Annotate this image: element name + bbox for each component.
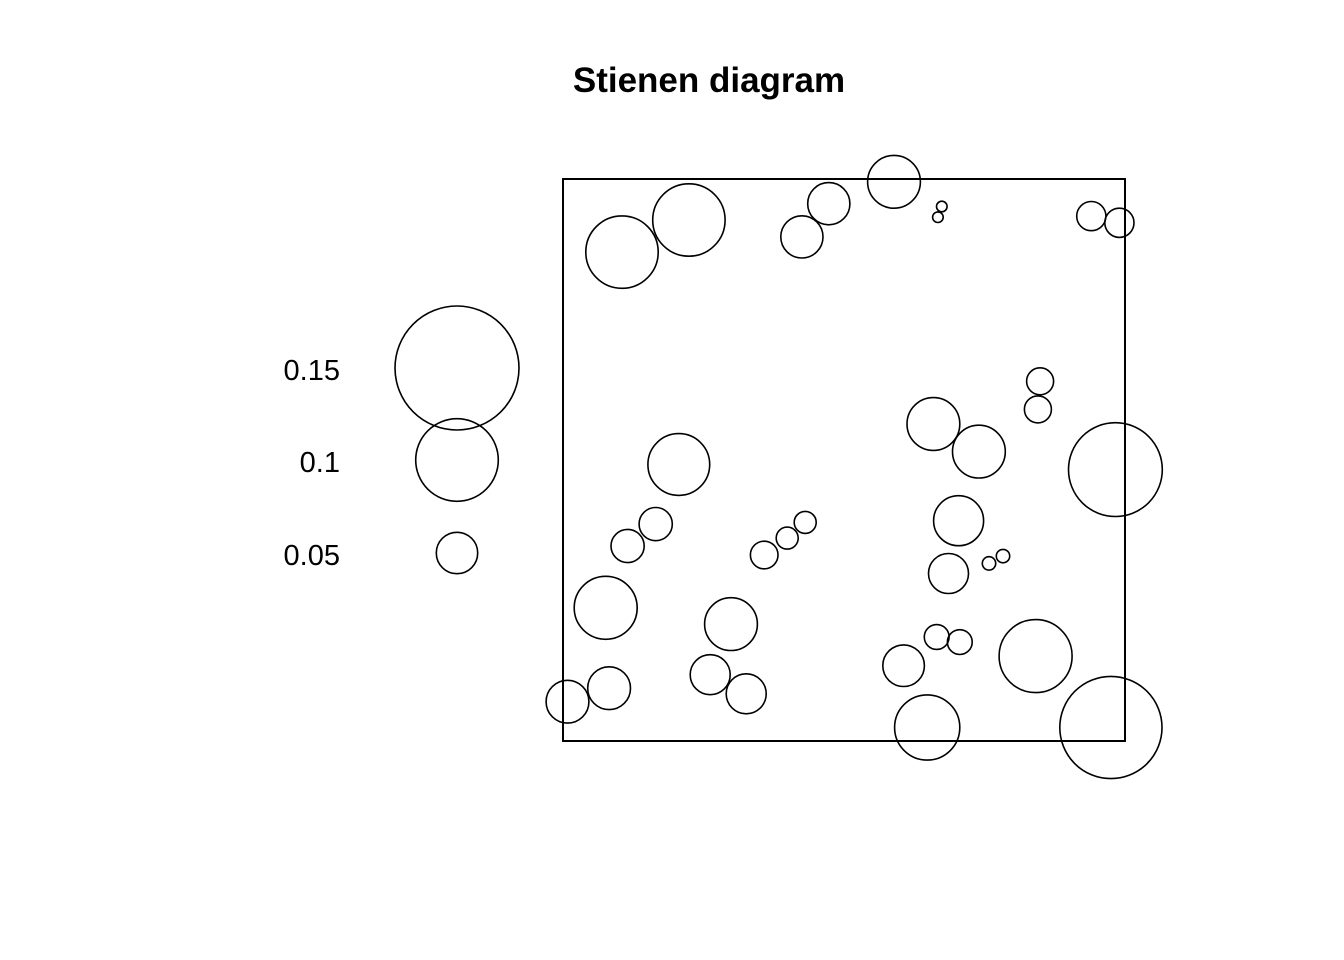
- disc-point-8: [1075, 200, 1107, 232]
- disc-point-29: [998, 618, 1073, 694]
- disc-point-18: [793, 510, 818, 535]
- legend-circle-0.1: [414, 417, 500, 503]
- disc-point-24: [981, 555, 997, 571]
- disc-point-31: [689, 653, 732, 696]
- disc-point-9: [1104, 207, 1135, 239]
- disc-point-14: [1067, 421, 1164, 518]
- disc-point-33: [586, 665, 632, 711]
- disc-point-25: [573, 575, 639, 641]
- disc-point-2: [584, 215, 659, 290]
- disc-point-6: [935, 200, 948, 213]
- disc-point-5: [866, 154, 922, 210]
- disc-point-21: [932, 494, 985, 547]
- legend-label-0.15: 0.15: [284, 355, 340, 387]
- disc-point-28: [946, 628, 973, 656]
- disc-layer: [545, 154, 1164, 780]
- disc-point-1: [651, 183, 726, 258]
- observation-window: [562, 178, 1126, 742]
- legend-label-0.05: 0.05: [284, 540, 340, 572]
- disc-point-16: [638, 506, 674, 542]
- disc-point-4: [780, 214, 824, 259]
- disc-point-32: [725, 672, 768, 715]
- disc-point-19: [775, 526, 800, 550]
- disc-point-15: [647, 432, 711, 497]
- size-legend: 0.15 0.1 0.05: [284, 305, 520, 575]
- disc-point-34: [545, 679, 590, 724]
- disc-point-26: [703, 596, 759, 652]
- disc-point-13: [951, 424, 1007, 479]
- disc-point-10: [1025, 366, 1055, 396]
- legend-circle-0.05: [435, 531, 479, 575]
- chart-title: Stienen diagram: [573, 61, 845, 100]
- disc-point-27: [923, 623, 950, 651]
- disc-point-36: [1059, 675, 1163, 780]
- disc-point-3: [806, 181, 851, 226]
- disc-point-30: [881, 644, 926, 688]
- legend-label-0.1: 0.1: [300, 447, 340, 479]
- disc-point-11: [1023, 395, 1053, 424]
- disc-point-23: [995, 548, 1011, 564]
- disc-point-35: [893, 694, 961, 761]
- disc-point-20: [749, 540, 779, 570]
- disc-point-12: [906, 396, 961, 452]
- disc-point-22: [927, 552, 970, 595]
- legend-circle-0.15: [394, 305, 520, 431]
- disc-point-7: [931, 211, 945, 224]
- disc-point-17: [610, 528, 646, 564]
